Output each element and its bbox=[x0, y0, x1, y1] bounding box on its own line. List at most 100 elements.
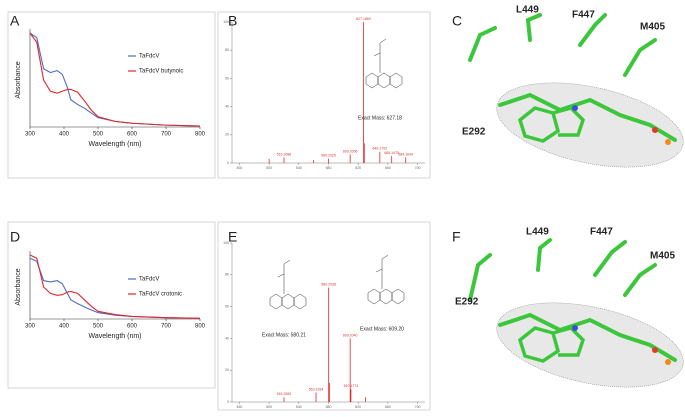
legend-label: TaFdcV bbox=[139, 277, 159, 283]
panel-letter: A bbox=[10, 13, 20, 29]
peak-label: 580.2025 bbox=[321, 154, 336, 158]
panel-letter: D bbox=[10, 229, 20, 245]
exact-mass: Exact Mass: 627.18 bbox=[358, 115, 402, 121]
residue-label: L449 bbox=[526, 227, 549, 238]
x-axis-label: Wavelength (nm) bbox=[88, 333, 141, 340]
spectrum-line bbox=[29, 257, 201, 319]
panel-letter: F bbox=[452, 229, 461, 245]
ligand-stick bbox=[498, 92, 677, 142]
x-tick-label: 460 bbox=[237, 405, 243, 409]
residue-stick bbox=[623, 38, 657, 77]
legend-label: TaFdcV butynoic bbox=[139, 69, 183, 75]
x-tick-label: 500 bbox=[266, 166, 272, 170]
residue-label: F447 bbox=[572, 10, 595, 21]
peak-label: 563.1934 bbox=[309, 387, 324, 391]
density-mesh bbox=[496, 82, 684, 168]
x-tick-label: 500 bbox=[93, 132, 104, 138]
panel-frame bbox=[217, 221, 431, 411]
residue-stick bbox=[468, 26, 497, 62]
x-tick-label: 300 bbox=[25, 324, 36, 330]
exact-mass: Exact Mass: 609.20 bbox=[360, 326, 404, 332]
ligand-ring bbox=[517, 106, 586, 143]
residue-label: M405 bbox=[650, 251, 675, 262]
x-tick-label: 400 bbox=[59, 324, 70, 330]
residue-label: E292 bbox=[455, 297, 479, 308]
exact-mass: Exact Mass: 580.21 bbox=[262, 332, 306, 338]
x-tick-label: 400 bbox=[59, 132, 70, 138]
panel-letter: E bbox=[228, 229, 237, 245]
residue-label: M405 bbox=[640, 22, 665, 33]
y-tick-label: 20 bbox=[225, 368, 229, 372]
molecule bbox=[365, 38, 403, 89]
peak-label: 610.1774 bbox=[344, 384, 359, 388]
peak-label: 684.1644 bbox=[398, 152, 413, 156]
phosphorus bbox=[665, 359, 671, 365]
structure-art bbox=[468, 13, 684, 388]
y-tick-label: 80 bbox=[225, 48, 229, 52]
peak-label: 515.2083 bbox=[277, 392, 292, 396]
spectrum-line bbox=[29, 32, 201, 127]
y-tick-label: 0 bbox=[227, 400, 229, 404]
x-tick-label: 300 bbox=[25, 132, 36, 138]
peak-label: 665.1475 bbox=[384, 151, 399, 155]
ligand-ring bbox=[517, 326, 586, 363]
x-tick-label: 460 bbox=[237, 166, 243, 170]
x-tick-label: 580 bbox=[326, 405, 332, 409]
molecule bbox=[269, 259, 307, 310]
peak-label: 580.2038 bbox=[321, 282, 336, 286]
x-tick-label: 500 bbox=[266, 405, 272, 409]
oxygen bbox=[652, 347, 658, 353]
panel-frame bbox=[7, 11, 216, 179]
residue-stick bbox=[536, 238, 552, 272]
peak-label: 609.2040 bbox=[343, 333, 358, 337]
oxygen bbox=[652, 127, 658, 133]
y-tick-label: 60 bbox=[225, 305, 229, 309]
y-tick-label: 100 bbox=[223, 241, 229, 245]
density-mesh bbox=[496, 302, 684, 388]
molecule bbox=[367, 254, 405, 305]
x-tick-label: 620 bbox=[355, 166, 361, 170]
x-tick-label: 540 bbox=[296, 166, 302, 170]
residue-stick bbox=[578, 13, 607, 47]
x-axis-label: Wavelength (nm) bbox=[88, 141, 141, 148]
x-tick-label: 800 bbox=[195, 132, 206, 138]
residue-label: L449 bbox=[516, 5, 539, 16]
panel-frame bbox=[217, 11, 431, 179]
panel-frame bbox=[7, 221, 216, 389]
x-tick-label: 540 bbox=[296, 405, 302, 409]
y-tick-label: 40 bbox=[225, 105, 229, 109]
peak-label: 649.1702 bbox=[373, 147, 388, 151]
x-tick-label: 700 bbox=[415, 166, 421, 170]
x-tick-label: 600 bbox=[127, 324, 138, 330]
x-tick-label: 500 bbox=[93, 324, 104, 330]
nitrogen bbox=[572, 105, 578, 111]
x-tick-label: 620 bbox=[355, 405, 361, 409]
nitrogen bbox=[572, 325, 578, 331]
x-tick-label: 700 bbox=[161, 132, 172, 138]
y-tick-label: 100 bbox=[223, 20, 229, 24]
legend-label: TaFdcV crotonic bbox=[139, 292, 182, 298]
y-axis-label: Absorbance bbox=[15, 61, 22, 98]
y-axis-label: Absorbance bbox=[15, 268, 22, 305]
phosphorus bbox=[665, 139, 671, 145]
peak-label: 609.2006 bbox=[343, 149, 358, 153]
residue-label: E292 bbox=[462, 127, 486, 138]
x-tick-label: 700 bbox=[161, 324, 172, 330]
peak-label: 515.2086 bbox=[277, 152, 292, 156]
x-tick-label: 660 bbox=[385, 166, 391, 170]
residue-stick bbox=[623, 263, 657, 297]
y-tick-label: 40 bbox=[225, 336, 229, 340]
peak-label: 627.1860 bbox=[356, 17, 371, 21]
y-tick-label: 80 bbox=[225, 273, 229, 277]
residue-stick bbox=[468, 253, 492, 302]
x-tick-label: 700 bbox=[415, 405, 421, 409]
panel-letter: B bbox=[228, 13, 237, 29]
y-tick-label: 0 bbox=[227, 161, 229, 165]
x-tick-label: 800 bbox=[195, 324, 206, 330]
panel-letter: C bbox=[452, 13, 462, 29]
ligand-stick bbox=[498, 312, 677, 362]
x-tick-label: 660 bbox=[385, 405, 391, 409]
legend-label: TaFdcV bbox=[139, 54, 159, 60]
residue-stick bbox=[593, 240, 627, 277]
residue-stick bbox=[525, 13, 542, 42]
